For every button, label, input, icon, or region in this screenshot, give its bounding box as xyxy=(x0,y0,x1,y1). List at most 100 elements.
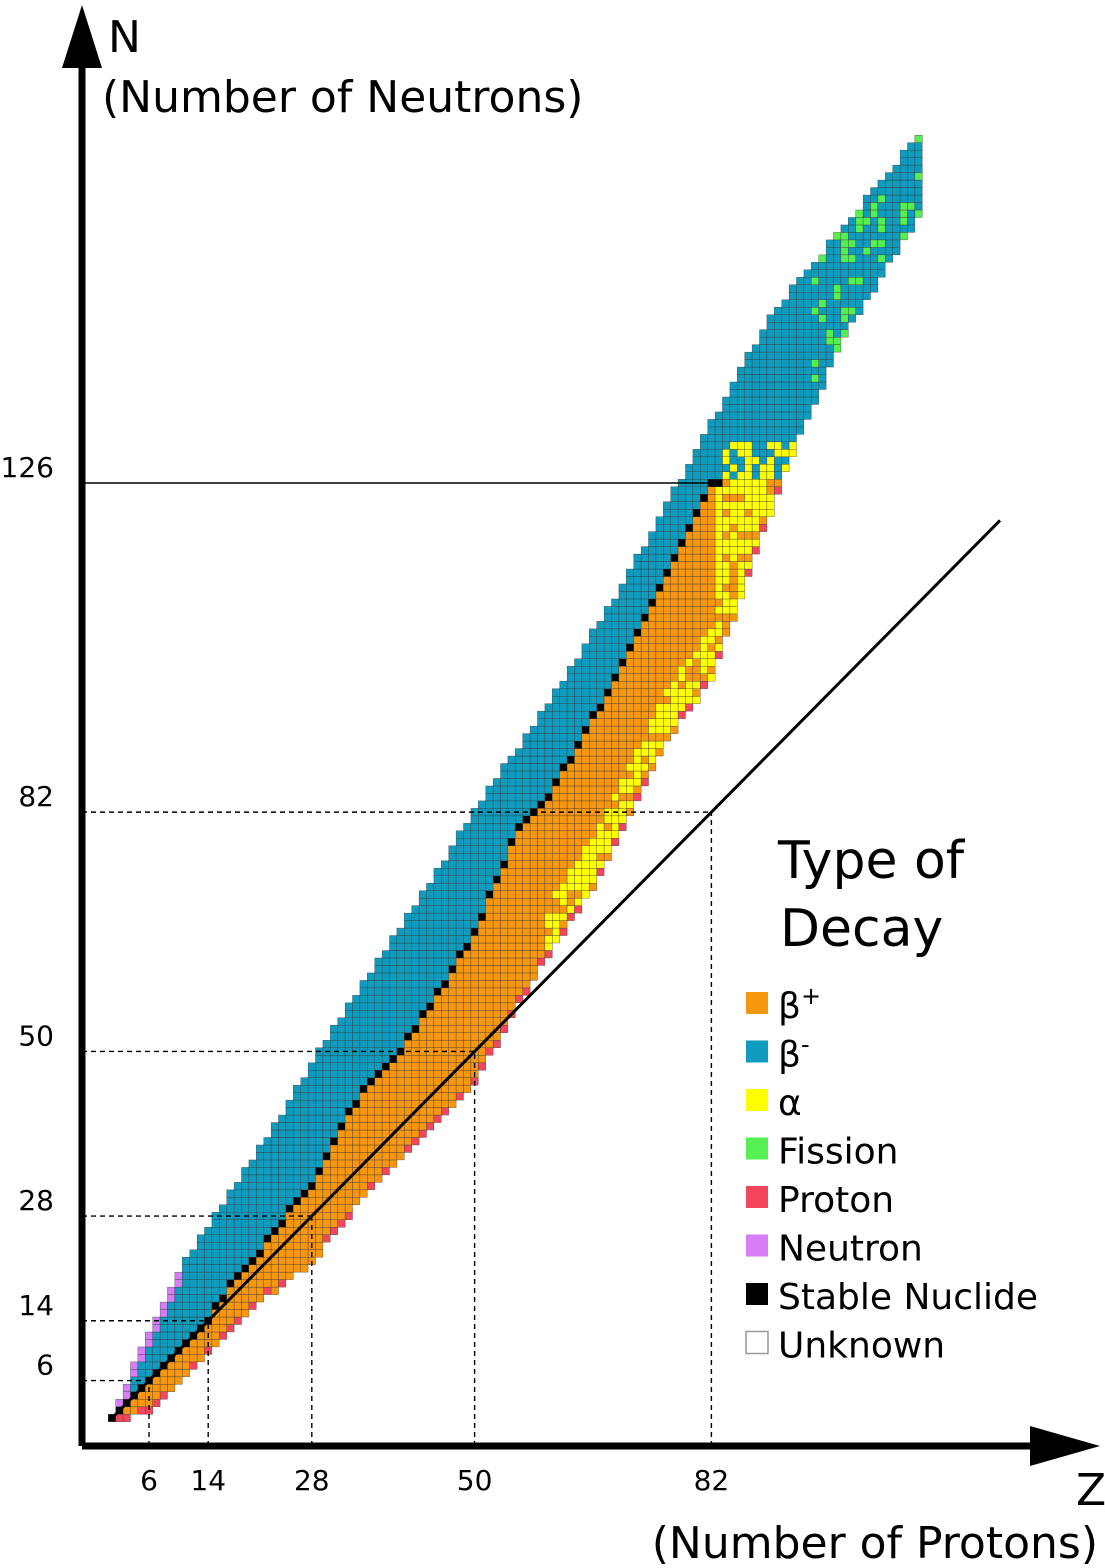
nuclide-cell-beta-minus xyxy=(811,351,819,360)
nuclide-cell-beta-minus xyxy=(182,1279,190,1288)
nuclide-cell-beta-minus xyxy=(848,284,856,293)
nuclide-cell-alpha xyxy=(737,501,745,510)
nuclide-cell-proton xyxy=(433,1114,442,1123)
nuclide-cell-beta-plus xyxy=(507,883,516,891)
nuclide-cell-beta-minus xyxy=(529,785,538,794)
nuclide-cell-beta-plus xyxy=(507,935,516,944)
nuclide-cell-stable xyxy=(655,583,664,592)
nuclide-cell-beta-minus xyxy=(877,179,886,188)
nuclide-cell-beta-minus xyxy=(862,277,871,285)
nuclide-cell-beta-minus xyxy=(885,254,893,263)
nuclide-cell-beta-minus xyxy=(315,1122,324,1131)
nuclide-cell-beta-plus xyxy=(529,972,538,981)
nuclide-cell-beta-plus xyxy=(559,905,568,914)
nuclide-cell-alpha xyxy=(714,576,723,585)
nuclide-cell-stable xyxy=(359,1084,368,1093)
nuclide-cell-beta-plus xyxy=(189,1339,198,1348)
nuclide-cell-alpha xyxy=(751,516,760,525)
nuclide-cell-beta-plus xyxy=(418,1062,427,1071)
nuclide-cell-alpha xyxy=(566,905,575,914)
legend: Type of Decay β+β-αFissionProtonNeutronS… xyxy=(745,831,1038,1367)
nuclide-cell-beta-minus xyxy=(759,426,768,435)
nuclide-cell-beta-plus xyxy=(677,553,686,562)
nuclide-cell-beta-plus xyxy=(330,1197,338,1205)
nuclide-cell-beta-minus xyxy=(441,868,449,876)
nuclide-cell-proton xyxy=(115,1414,124,1422)
nuclide-cell-alpha xyxy=(788,441,797,450)
nuclide-cell-beta-plus xyxy=(566,778,575,787)
nuclide-cell-beta-minus xyxy=(322,1040,331,1048)
nuclide-cell-beta-minus xyxy=(663,501,671,510)
nuclide-cell-beta-minus xyxy=(707,471,716,480)
nuclide-cell-beta-minus xyxy=(811,344,819,353)
nuclide-cell-beta-minus xyxy=(796,374,805,383)
nuclide-cell-beta-plus xyxy=(670,725,679,734)
nuclide-cell-beta-minus xyxy=(811,269,819,278)
nuclide-cell-beta-plus xyxy=(537,883,546,891)
nuclide-cell-beta-plus xyxy=(455,995,464,1004)
nuclide-cell-beta-minus xyxy=(611,621,620,630)
nuclide-cell-beta-plus xyxy=(677,621,686,630)
nuclide-cell-beta-minus xyxy=(596,636,605,644)
nuclide-cell-beta-minus xyxy=(796,419,805,428)
nuclide-cell-beta-plus xyxy=(670,606,679,615)
nuclide-cell-beta-minus xyxy=(507,763,516,772)
nuclide-cell-beta-plus xyxy=(566,830,575,839)
nuclide-cell-beta-plus xyxy=(655,606,664,615)
nuclide-cell-beta-minus xyxy=(367,972,375,981)
nuclide-cell-beta-plus xyxy=(544,830,553,839)
nuclide-cell-beta-plus xyxy=(655,643,664,652)
nuclide-cell-beta-plus xyxy=(707,606,716,615)
nuclide-cell-beta-plus xyxy=(256,1294,264,1303)
nuclide-cell-beta-minus xyxy=(759,456,768,465)
nuclide-cell-beta-minus xyxy=(744,404,753,413)
nuclide-cell-beta-plus xyxy=(507,860,516,869)
nuclide-cell-beta-minus xyxy=(648,546,657,555)
nuclide-cell-fission xyxy=(848,239,856,248)
nuclide-cell-beta-plus xyxy=(707,591,716,600)
nuclide-cell-beta-minus xyxy=(751,441,760,450)
nuclide-cell-stable xyxy=(374,1070,383,1078)
nuclide-cell-beta-plus xyxy=(685,553,694,562)
nuclide-cell-beta-minus xyxy=(522,800,531,809)
nuclide-cell-beta-minus xyxy=(781,329,790,338)
nuclide-cell-beta-plus xyxy=(330,1144,338,1153)
nuclide-cell-beta-minus xyxy=(211,1249,220,1258)
nuclide-cell-beta-minus xyxy=(729,456,738,465)
nuclide-cell-beta-minus xyxy=(618,621,627,630)
nuclide-cell-beta-plus xyxy=(618,740,627,749)
nuclide-cell-beta-minus xyxy=(389,957,398,966)
nuclide-cell-beta-minus xyxy=(330,1062,338,1071)
nuclide-cell-beta-plus xyxy=(448,1040,457,1048)
nuclide-cell-beta-plus xyxy=(344,1129,353,1138)
nuclide-cell-beta-plus xyxy=(352,1197,361,1205)
nuclide-cell-alpha xyxy=(648,755,657,764)
nuclide-cell-beta-plus xyxy=(529,927,538,936)
nuclide-cell-beta-plus xyxy=(396,1129,405,1138)
nuclide-cell-beta-minus xyxy=(189,1279,198,1288)
nuclide-cell-beta-plus xyxy=(589,770,597,779)
nuclide-cell-stable xyxy=(293,1197,301,1205)
nuclide-cell-alpha xyxy=(655,703,664,712)
nuclide-cell-beta-plus xyxy=(544,853,553,861)
y-tick-50: 50 xyxy=(18,1019,54,1052)
nuclide-cell-stable xyxy=(515,823,523,831)
nuclide-cell-beta-minus xyxy=(759,329,768,338)
nuclide-cell-beta-plus xyxy=(707,486,716,495)
nuclide-cell-beta-minus xyxy=(219,1219,227,1228)
nuclide-cell-beta-plus xyxy=(515,987,523,996)
nuclide-cell-beta-minus xyxy=(692,501,701,510)
nuclide-cell-beta-minus xyxy=(441,972,449,981)
nuclide-cell-beta-minus xyxy=(670,516,679,525)
nuclide-cell-beta-plus xyxy=(544,868,553,876)
nuclide-cell-beta-minus xyxy=(426,890,435,899)
nuclide-cell-beta-plus xyxy=(522,868,531,876)
nuclide-cell-fission xyxy=(811,277,819,285)
nuclide-cell-beta-plus xyxy=(263,1264,272,1273)
nuclide-cell-beta-minus xyxy=(744,351,753,360)
nuclide-cell-beta-minus xyxy=(788,366,797,375)
nuclide-cell-beta-plus xyxy=(537,912,546,921)
nuclide-cell-beta-plus xyxy=(522,972,531,981)
nuclide-cell-stable xyxy=(663,568,671,577)
nuclide-cell-beta-minus xyxy=(478,905,486,914)
